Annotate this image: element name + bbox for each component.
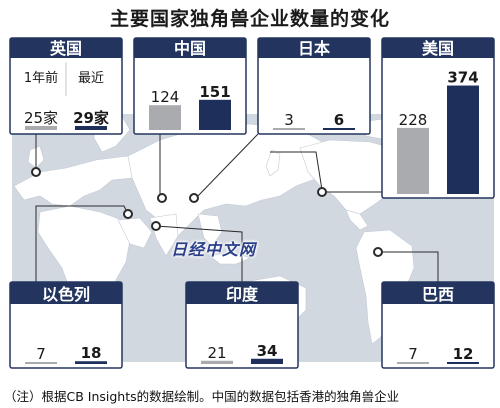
- value-label-recent: 374: [447, 69, 478, 87]
- panel-header: [382, 282, 494, 304]
- country-label: 英国: [49, 39, 82, 58]
- value-label-recent: 18: [81, 344, 102, 362]
- value-label-prev: 228: [399, 111, 428, 129]
- panel-0: 英国 25家 29家 1年前 最近: [9, 37, 123, 177]
- panel-header: [258, 38, 370, 58]
- panel-6: 巴西 7 12: [373, 247, 495, 369]
- location-marker: [123, 209, 133, 219]
- connector-india: [155, 225, 243, 282]
- panel-5: 印度 21 34: [151, 221, 299, 369]
- bar-recent: [447, 362, 479, 364]
- bar-recent: [75, 361, 107, 364]
- bar-prev: [25, 362, 57, 364]
- bar-prev: [273, 128, 305, 130]
- bar-prev: [25, 126, 57, 130]
- bar-recent: [251, 358, 283, 364]
- bar-prev: [397, 127, 429, 194]
- panel-header: [382, 38, 494, 58]
- location-marker: [317, 187, 327, 197]
- land-shape-4: [117, 217, 153, 249]
- value-label-recent: 6: [334, 111, 344, 129]
- land-shape-9: [209, 251, 251, 265]
- land-shape-13: [345, 209, 369, 231]
- value-label-recent: 151: [199, 83, 230, 101]
- value-label-recent: 12: [453, 345, 474, 363]
- bar-prev: [201, 360, 233, 364]
- panel-header: [186, 282, 298, 304]
- bar-prev: [397, 362, 429, 364]
- legend-recent-label: 最近: [78, 71, 104, 86]
- bar-recent: [447, 85, 479, 194]
- country-label: 巴西: [422, 285, 454, 304]
- panel-header: [134, 38, 246, 58]
- legend-prev-label: 1年前: [24, 70, 58, 86]
- value-label-prev: 7: [36, 345, 46, 363]
- connector-brazil: [380, 251, 439, 282]
- country-label: 日本: [298, 39, 330, 58]
- panel-header: [10, 38, 122, 58]
- bar-recent: [199, 99, 231, 130]
- location-marker: [151, 221, 161, 231]
- value-label-prev: 124: [151, 88, 180, 106]
- bar-recent: [323, 128, 355, 130]
- land-shape-0: [13, 155, 141, 207]
- panel-1: 中国 124 151: [133, 37, 247, 203]
- footnote: （注）根据CB Insights的数据绘制。中国的数据包括香港的独角兽企业: [4, 389, 400, 404]
- connector-usa-1: [270, 151, 323, 191]
- value-label-prev: 7: [408, 345, 418, 363]
- panel-3: 美国 228 374: [317, 37, 495, 199]
- panel-4: 以色列 7 18: [9, 209, 133, 369]
- bar-recent: [75, 126, 107, 130]
- panel-2: 日本 3 6: [189, 37, 371, 203]
- chart-title: 主要国家独角兽企业数量的变化: [109, 8, 390, 30]
- panel-connectors: [35, 133, 439, 282]
- country-label: 中国: [174, 39, 206, 58]
- value-label-prev: 25家: [24, 109, 58, 127]
- location-marker: [31, 167, 41, 177]
- panel-header: [10, 282, 122, 304]
- value-label-prev: 3: [284, 111, 294, 129]
- connector-japan: [195, 133, 259, 199]
- country-label: 印度: [226, 285, 259, 304]
- country-label: 美国: [422, 39, 454, 58]
- land-shape-8: [265, 149, 281, 177]
- country-label: 以色列: [42, 285, 90, 304]
- value-label-recent: 29家: [73, 109, 109, 127]
- location-marker: [189, 193, 199, 203]
- bar-prev: [149, 105, 181, 130]
- location-marker: [157, 193, 167, 203]
- location-marker: [373, 247, 383, 257]
- watermark-logo: 日经中文网: [171, 240, 257, 259]
- value-label-prev: 21: [207, 344, 226, 362]
- value-label-recent: 34: [257, 342, 278, 360]
